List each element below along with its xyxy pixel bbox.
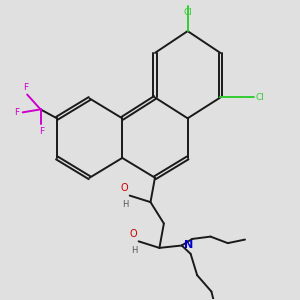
Text: O: O <box>130 229 137 239</box>
Text: F: F <box>39 127 45 136</box>
Text: N: N <box>184 240 193 250</box>
Text: F: F <box>14 108 19 117</box>
Text: Cl: Cl <box>183 8 192 17</box>
Text: F: F <box>23 83 28 92</box>
Text: H: H <box>131 246 137 255</box>
Text: H: H <box>122 200 128 209</box>
Text: Cl: Cl <box>256 93 264 102</box>
Text: O: O <box>121 183 128 193</box>
